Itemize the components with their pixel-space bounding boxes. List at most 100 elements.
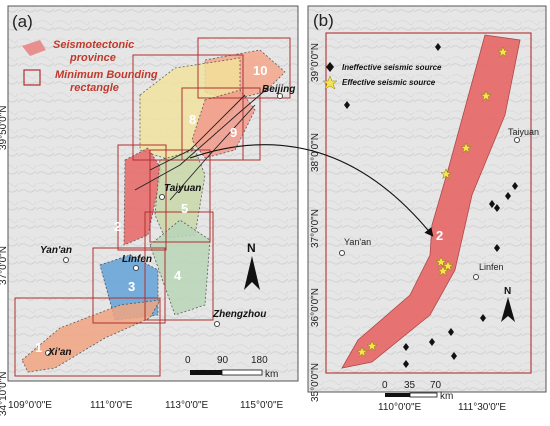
city-marker-taiyuan (159, 194, 165, 200)
star (356, 346, 368, 358)
panel-a-ytick-3: 34°10'0"N (0, 372, 9, 417)
legend-effective: Effective seismic source (342, 78, 436, 87)
panel-b-xtick-1: 110°0'0"E (378, 402, 422, 413)
mbr-b (325, 32, 532, 374)
province-number-2: 2 (114, 219, 121, 234)
scale-a-unit: km (265, 369, 278, 380)
mbr-1 (14, 297, 161, 377)
city-yanan-b: Yan'an (344, 237, 371, 247)
panel-b-ytick-1: 39°0'0"N (310, 43, 321, 82)
province-number-8: 8 (189, 112, 196, 127)
mbr-9 (181, 87, 261, 161)
star (442, 260, 454, 272)
city-marker-xian (45, 350, 51, 356)
city-linfen-b: Linfen (479, 262, 504, 272)
scale-b-35: 35 (404, 380, 416, 391)
panel-a-ytick-1: 39°50'0"N (0, 106, 9, 151)
star (435, 256, 447, 268)
panel-b-xtick-2: 111°30'0"E (458, 402, 506, 413)
panel-a-xtick-3: 113°0'0"E (165, 400, 209, 411)
scale-b-seg1 (385, 393, 410, 397)
scale-a-seg1 (190, 370, 222, 375)
diamond (480, 314, 486, 322)
mbr-5 (149, 149, 211, 243)
city-zhengzhou: Zhengzhou (212, 309, 266, 320)
scale-a-180: 180 (251, 355, 268, 366)
city-marker-yanan (63, 257, 69, 263)
province-1 (21, 299, 161, 373)
province-number-5: 5 (181, 201, 188, 216)
scale-b-0: 0 (382, 380, 388, 391)
scale-b-unit: km (440, 391, 453, 402)
panel-a: (a) 10 (0, 5, 299, 417)
city-marker-taiyuan-b (514, 137, 520, 143)
diamond (494, 244, 500, 252)
panel-a-label: (a) (12, 12, 33, 31)
north-label-a: N (247, 241, 256, 255)
city-marker-linfen (133, 265, 139, 271)
legend-star (322, 75, 338, 90)
city-marker-beijing (277, 93, 283, 99)
diamond (448, 328, 454, 336)
province-number-1: 1 (35, 340, 42, 355)
diamond (403, 343, 409, 351)
province-number-3: 3 (128, 279, 135, 294)
legend-rect-swatch (23, 69, 41, 86)
star (437, 265, 449, 277)
panel-b-north-arrow: N (501, 286, 515, 322)
legend-province-line1: Seismotectonic (53, 39, 134, 51)
province-2 (123, 147, 163, 246)
north-arrow-b-shape (501, 297, 515, 322)
scale-a-0: 0 (185, 355, 191, 366)
scale-a-90: 90 (217, 355, 229, 366)
city-marker-linfen-b (473, 274, 479, 280)
diamond (505, 192, 511, 200)
diamond (512, 182, 518, 190)
province-number-10: 10 (253, 63, 267, 78)
panel-a-xtick-1: 109°0'0"E (8, 400, 52, 411)
province-number-2-b: 2 (436, 228, 443, 243)
panel-a-xtick-4: 115°0'0"E (240, 400, 284, 411)
diamond (451, 352, 457, 360)
star (497, 46, 509, 58)
panel-b-ytick-5: 35°0'0"N (310, 363, 321, 402)
north-arrow-a-shape (244, 256, 260, 290)
scale-b-seg2 (409, 392, 438, 398)
city-beijing: Beijing (262, 84, 295, 95)
legend-province-line2: province (69, 52, 116, 64)
city-marker-yanan-b (339, 250, 345, 256)
legend-ineffective: Ineffective seismic source (342, 63, 442, 72)
legend-rect-line2: rectangle (70, 82, 119, 94)
city-xian: Xi'an (47, 347, 72, 358)
mbr-10 (197, 37, 291, 99)
north-label-b: N (504, 286, 511, 297)
panel-a-north-arrow: N (244, 241, 260, 290)
panel-a-scale-bar: 0 90 180 km (185, 355, 278, 380)
legend-rect-line1: Minimum Bounding (55, 69, 158, 81)
legend-diamond (326, 62, 334, 72)
panel-a-legend: Seismotectonic province Minimum Bounding… (22, 39, 158, 94)
faults (134, 87, 269, 201)
province-4 (149, 219, 211, 316)
city-taiyuan: Taiyuan (164, 183, 201, 194)
city-marker-zhengzhou (214, 321, 220, 327)
city-yanan: Yan'an (40, 245, 72, 256)
panel-b-scale-bar: 0 35 70 km (382, 380, 453, 402)
diamond (344, 101, 350, 109)
legend-province-swatch (22, 40, 46, 56)
diamond (435, 43, 441, 51)
mbr-2 (117, 144, 167, 251)
scale-a-seg2 (221, 369, 263, 376)
city-linfen: Linfen (122, 254, 152, 265)
star (480, 90, 492, 102)
star (366, 340, 378, 352)
effective-sources (356, 46, 509, 358)
panel-b-ytick-2: 38°0'0"N (310, 133, 321, 172)
panel-b-legend: Ineffective seismic source Effective sei… (322, 62, 442, 90)
panel-b: (b) 2 Ineffective seismic source Effecti… (307, 5, 547, 413)
panel-a-ytick-2: 37°0'0"N (0, 246, 9, 285)
panel-b-label: (b) (313, 11, 334, 30)
province-number-9: 9 (230, 125, 237, 140)
panel-a-xtick-2: 111°0'0"E (90, 400, 133, 411)
